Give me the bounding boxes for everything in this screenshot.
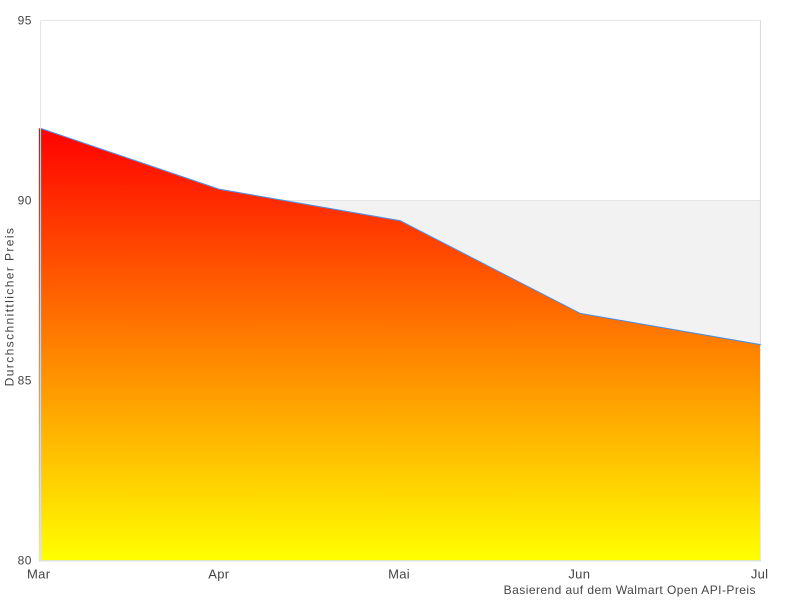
svg-text:95: 95 — [18, 14, 32, 28]
svg-text:Mai: Mai — [388, 567, 410, 582]
svg-text:Durchschnittlicher Preis: Durchschnittlicher Preis — [3, 227, 17, 387]
svg-text:Jun: Jun — [568, 567, 590, 582]
svg-text:90: 90 — [18, 194, 32, 208]
svg-text:Basierend auf dem Walmart Open: Basierend auf dem Walmart Open API-Preis — [504, 583, 756, 597]
svg-text:80: 80 — [18, 554, 32, 568]
svg-text:Apr: Apr — [208, 567, 230, 582]
svg-text:85: 85 — [18, 374, 32, 388]
svg-text:Jul: Jul — [751, 567, 769, 582]
svg-text:Mar: Mar — [27, 567, 51, 582]
